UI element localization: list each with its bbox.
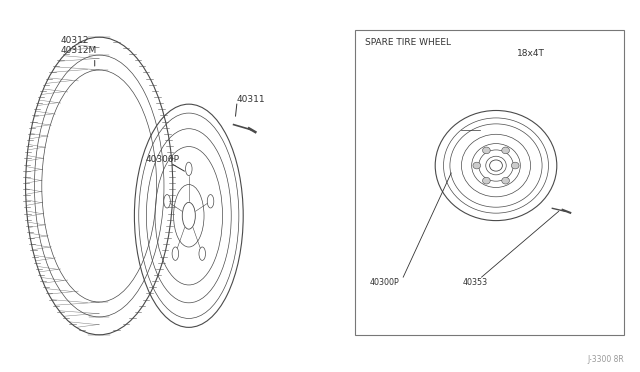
Ellipse shape	[207, 195, 214, 208]
Ellipse shape	[483, 177, 490, 184]
Text: 40312: 40312	[61, 36, 90, 45]
Ellipse shape	[502, 177, 509, 184]
Ellipse shape	[186, 162, 192, 176]
Ellipse shape	[483, 147, 490, 154]
Text: 18x4T: 18x4T	[516, 49, 545, 58]
Ellipse shape	[199, 247, 205, 260]
Ellipse shape	[182, 202, 195, 229]
Bar	[355, 30, 624, 335]
Ellipse shape	[164, 195, 170, 208]
Ellipse shape	[502, 147, 509, 154]
Text: 40300P: 40300P	[146, 155, 180, 164]
Ellipse shape	[511, 162, 519, 169]
Text: 40353: 40353	[463, 278, 488, 286]
Text: SPARE TIRE WHEEL: SPARE TIRE WHEEL	[365, 38, 451, 46]
Text: 40312M: 40312M	[61, 46, 97, 55]
Text: J-3300 8R: J-3300 8R	[588, 355, 624, 363]
Ellipse shape	[490, 160, 502, 171]
Text: 40300P: 40300P	[369, 278, 399, 286]
Text: 40311: 40311	[237, 95, 266, 104]
Ellipse shape	[473, 162, 481, 169]
Ellipse shape	[172, 247, 179, 260]
